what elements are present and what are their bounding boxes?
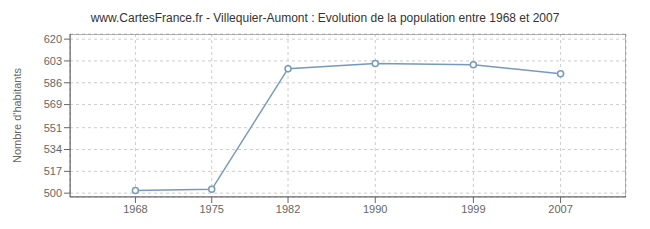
svg-text:1982: 1982 bbox=[276, 203, 300, 215]
svg-text:603: 603 bbox=[44, 55, 62, 67]
svg-text:517: 517 bbox=[44, 165, 62, 177]
svg-text:1968: 1968 bbox=[123, 203, 147, 215]
svg-text:1990: 1990 bbox=[363, 203, 387, 215]
svg-text:551: 551 bbox=[44, 122, 62, 134]
svg-text:586: 586 bbox=[44, 77, 62, 89]
svg-text:620: 620 bbox=[44, 33, 62, 45]
html-text:www.CartesFrance.fr - Villequi: www.CartesFrance.fr - Villequier-Aumont … bbox=[90, 11, 560, 25]
svg-text:1975: 1975 bbox=[199, 203, 223, 215]
svg-text:569: 569 bbox=[44, 98, 62, 110]
svg-text:534: 534 bbox=[44, 143, 62, 155]
svg-text:2007: 2007 bbox=[548, 203, 572, 215]
svg-text:1999: 1999 bbox=[461, 203, 485, 215]
svg-text:Nombre d'habitants: Nombre d'habitants bbox=[11, 67, 23, 163]
svg-text:500: 500 bbox=[44, 187, 62, 199]
